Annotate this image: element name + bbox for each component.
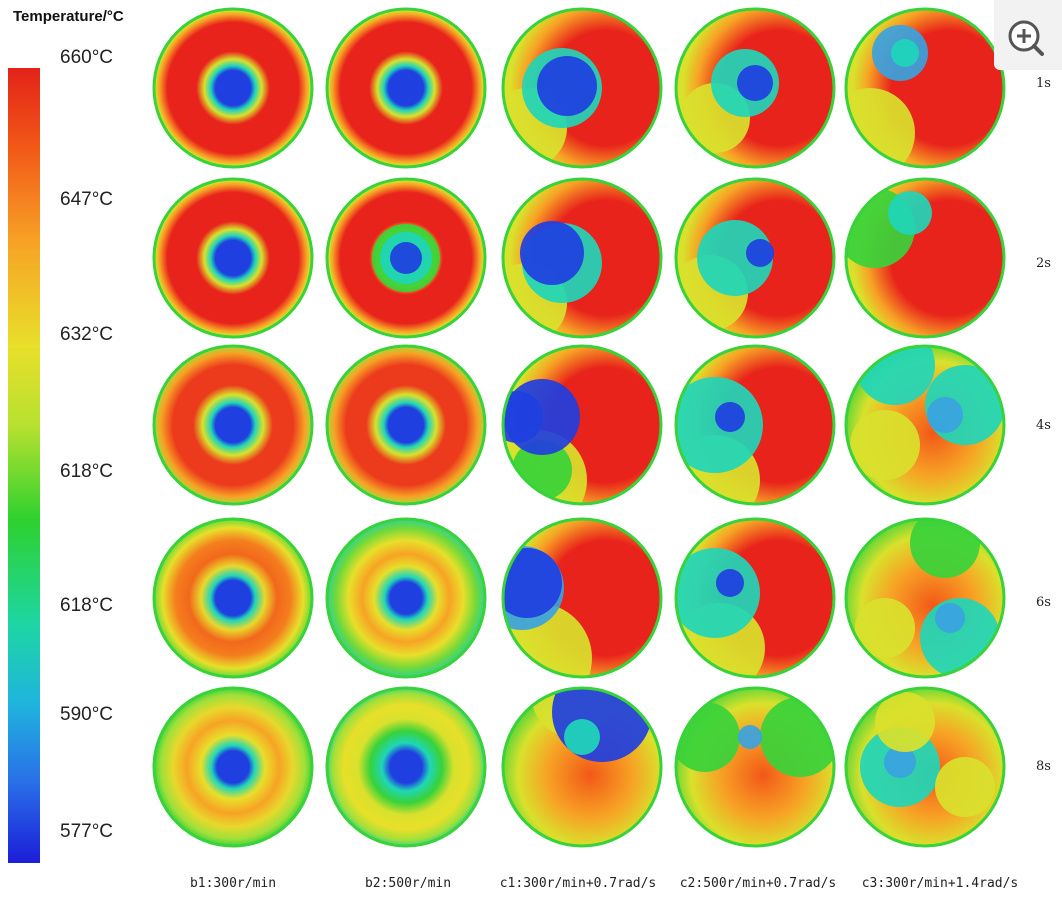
disc-rim bbox=[325, 517, 487, 679]
disc-rim bbox=[844, 7, 1006, 169]
colorbar-tick: 660°C bbox=[60, 47, 114, 68]
disc-rim bbox=[844, 686, 1006, 848]
disc-rim bbox=[325, 344, 487, 506]
colorbar-tick: 632°C bbox=[60, 324, 114, 345]
temperature-field-disc bbox=[153, 178, 313, 338]
temperature-field-disc bbox=[502, 687, 662, 847]
colorbar-tick: 590°C bbox=[60, 704, 114, 725]
column-label-c2: c2:500r/min+0.7rad/s bbox=[679, 876, 837, 891]
temperature-field-disc bbox=[326, 8, 486, 168]
temperature-field-disc bbox=[675, 687, 835, 847]
disc-rim bbox=[152, 177, 314, 339]
colorbar-tick: 618°C bbox=[60, 461, 114, 482]
disc-rim bbox=[152, 7, 314, 169]
disc-rim bbox=[674, 177, 836, 339]
temperature-field-disc bbox=[845, 345, 1005, 505]
disc-rim bbox=[152, 517, 314, 679]
temperature-field-disc bbox=[326, 518, 486, 678]
disc-rim bbox=[501, 7, 663, 169]
disc-rim bbox=[501, 686, 663, 848]
time-label-6s: 6s bbox=[1036, 595, 1051, 610]
disc-rim bbox=[844, 177, 1006, 339]
time-label-2s: 2s bbox=[1036, 256, 1051, 271]
temperature-field-disc bbox=[153, 8, 313, 168]
disc-rim bbox=[844, 517, 1006, 679]
temperature-field-disc bbox=[153, 687, 313, 847]
colorbar-title: Temperature/°C bbox=[13, 8, 124, 25]
disc-rim bbox=[674, 344, 836, 506]
disc-rim bbox=[325, 686, 487, 848]
disc-rim bbox=[844, 344, 1006, 506]
disc-rim bbox=[325, 177, 487, 339]
disc-rim bbox=[674, 517, 836, 679]
temperature-field-disc bbox=[845, 687, 1005, 847]
temperature-field-disc bbox=[675, 518, 835, 678]
column-label-c1: c1:300r/min+0.7rad/s bbox=[499, 876, 657, 891]
time-label-1s: 1s bbox=[1036, 76, 1051, 91]
temperature-field-disc bbox=[675, 8, 835, 168]
colorbar-tick: 647°C bbox=[60, 189, 114, 210]
temperature-field-disc bbox=[845, 8, 1005, 168]
temperature-field-disc bbox=[326, 178, 486, 338]
temperature-field-disc bbox=[326, 687, 486, 847]
disc-rim bbox=[674, 686, 836, 848]
time-label-8s: 8s bbox=[1036, 759, 1051, 774]
column-label-b2: b2:500r/min bbox=[364, 876, 452, 891]
column-label-c3: c3:300r/min+1.4rad/s bbox=[861, 876, 1019, 891]
disc-rim bbox=[501, 517, 663, 679]
disc-rim bbox=[325, 7, 487, 169]
zoom-in-icon bbox=[1008, 20, 1044, 56]
temperature-field-disc bbox=[326, 345, 486, 505]
temperature-field-disc bbox=[153, 345, 313, 505]
temperature-colorbar bbox=[8, 68, 40, 863]
temperature-field-disc bbox=[502, 178, 662, 338]
column-label-b1: b1:300r/min bbox=[189, 876, 277, 891]
disc-rim bbox=[501, 344, 663, 506]
colorbar-tick: 577°C bbox=[60, 821, 114, 842]
temperature-field-disc bbox=[153, 518, 313, 678]
disc-rim bbox=[152, 344, 314, 506]
time-label-4s: 4s bbox=[1036, 418, 1051, 433]
disc-rim bbox=[152, 686, 314, 848]
zoom-in-button[interactable] bbox=[994, 0, 1062, 70]
temperature-field-disc bbox=[502, 518, 662, 678]
temperature-field-disc bbox=[675, 178, 835, 338]
temperature-field-disc bbox=[675, 345, 835, 505]
colorbar-tick: 618°C bbox=[60, 595, 114, 616]
disc-rim bbox=[674, 7, 836, 169]
disc-rim bbox=[501, 177, 663, 339]
